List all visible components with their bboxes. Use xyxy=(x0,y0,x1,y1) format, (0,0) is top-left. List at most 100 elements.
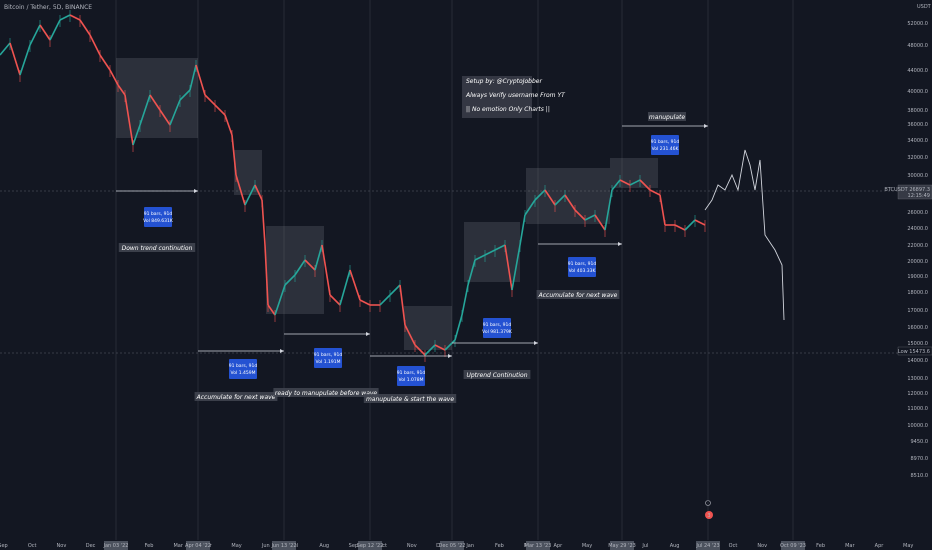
price-segment xyxy=(414,344,426,356)
highlight-date-bg xyxy=(104,541,128,550)
highlight-date: Sep 12 '22 xyxy=(357,543,384,549)
setup-note-line: || No emotion Only Charts || xyxy=(466,106,550,113)
caption-text: Accumulate for next wave xyxy=(538,292,618,299)
caption: Down trend continution xyxy=(118,243,196,252)
price-tick: 11000.0 xyxy=(907,406,928,412)
range-tag-bg xyxy=(314,348,342,368)
price-tick: 38000.0 xyxy=(907,108,928,114)
price-segment xyxy=(474,254,486,261)
time-tick: May xyxy=(582,543,592,549)
marker-text: 3 xyxy=(707,513,710,519)
price-segment xyxy=(404,324,416,346)
price-segment xyxy=(264,244,269,306)
caption-bg xyxy=(536,290,620,299)
caption: manupulate xyxy=(648,112,686,121)
price-segment xyxy=(584,214,596,221)
time-tick: Nov xyxy=(57,543,67,549)
range-box xyxy=(234,150,262,195)
range-boxes xyxy=(116,58,658,350)
price-segment xyxy=(179,89,191,101)
price-segment xyxy=(224,114,233,136)
price-tick: 9450.0 xyxy=(911,439,929,445)
time-tick: Oct xyxy=(28,543,37,549)
price-label-bg xyxy=(897,184,932,200)
price-segment xyxy=(149,94,161,111)
time-tick: May xyxy=(231,543,241,549)
price-segment xyxy=(99,54,111,71)
highlight-date: Jul 24 '23 xyxy=(695,543,719,549)
price-segment xyxy=(511,244,521,291)
caption-text: ready to manupulate before wave xyxy=(275,390,378,397)
time-axis: Sep Oct Nov Dec Jan Feb Mar Apr May Jun Jul Aug Sep O… xyxy=(0,541,913,550)
price-segment xyxy=(594,214,606,231)
price-segment xyxy=(694,219,706,226)
price-segment xyxy=(684,219,696,231)
caption: Uptrend Continution xyxy=(463,370,531,379)
price-tick: 34000.0 xyxy=(907,138,928,144)
price-tick: 19000.0 xyxy=(907,274,928,280)
time-tick: Oct xyxy=(378,543,387,549)
price-segment xyxy=(604,189,613,231)
time-tick: Nov xyxy=(407,543,417,549)
range-tag-bg xyxy=(568,257,596,277)
highlight-date-bg xyxy=(440,541,464,550)
range-tag-bars: 91 bars, 91d xyxy=(397,370,426,376)
setup-note-line: Setup by: @CryptoJobber xyxy=(466,78,542,85)
price-segment xyxy=(649,189,661,196)
price-label-sub: 12:15:49 xyxy=(908,193,930,199)
price-segment xyxy=(139,94,151,126)
time-tick: Apr xyxy=(553,543,563,549)
price-segment xyxy=(124,94,134,146)
price-segment xyxy=(639,179,651,191)
time-tick: Sep xyxy=(0,543,8,549)
caption-text: Accumulate for next wave xyxy=(196,394,276,401)
caption-bg xyxy=(118,243,196,252)
price-tick: 8510.0 xyxy=(911,473,929,479)
time-tick: Jun xyxy=(261,543,270,549)
price-tick: 44000.0 xyxy=(907,68,928,74)
range-tag-vol: Vol 849.631K xyxy=(143,218,174,224)
caption-text: manupulate & start the wave xyxy=(366,396,454,403)
event-marker[interactable]: 3 xyxy=(705,500,713,520)
time-tick: Feb xyxy=(145,543,154,549)
caption-text: Down trend continution xyxy=(122,245,193,252)
price-segment xyxy=(254,184,263,201)
time-tick: Oct xyxy=(729,543,738,549)
range-tag-vol: Vol 1.191M xyxy=(316,359,341,365)
range-tag-bars: 91 bars, 91d xyxy=(229,363,258,369)
price-segment xyxy=(519,214,526,246)
time-tick: Aug xyxy=(319,543,329,549)
price-segment xyxy=(204,94,216,106)
caption: Accumulate for next wave xyxy=(536,290,620,299)
caption-text: Uptrend Continution xyxy=(466,372,527,379)
price-segment xyxy=(524,199,536,216)
price-segment xyxy=(132,124,141,146)
range-tag-vol: Vol 1.459M xyxy=(231,370,256,376)
highlight-date: Mar 13 '23 xyxy=(525,543,552,549)
price-segment xyxy=(494,244,506,251)
range-box xyxy=(116,58,198,138)
caption-bg xyxy=(463,370,531,379)
price-tick: 32000.0 xyxy=(907,155,928,161)
setup-note-bg xyxy=(462,76,532,118)
price-segment xyxy=(454,314,463,341)
range-tag-bg xyxy=(397,366,425,386)
price-label-text: BTCUSDT 26897.3 xyxy=(884,187,930,193)
price-segment xyxy=(284,274,296,286)
price-segment xyxy=(89,34,101,56)
range-tag-bg xyxy=(651,135,679,155)
arrow-head xyxy=(280,349,284,353)
price-tick: 17000.0 xyxy=(907,308,928,314)
price-segment xyxy=(484,249,496,256)
caption-bg xyxy=(363,394,457,403)
time-tick: Apr xyxy=(875,543,885,549)
range-tag-bars: 91 bars, 91d xyxy=(568,261,597,267)
price-segment xyxy=(674,224,686,231)
price-tick: 52000.0 xyxy=(907,21,928,27)
caption: manupulate & start the wave xyxy=(363,394,457,403)
